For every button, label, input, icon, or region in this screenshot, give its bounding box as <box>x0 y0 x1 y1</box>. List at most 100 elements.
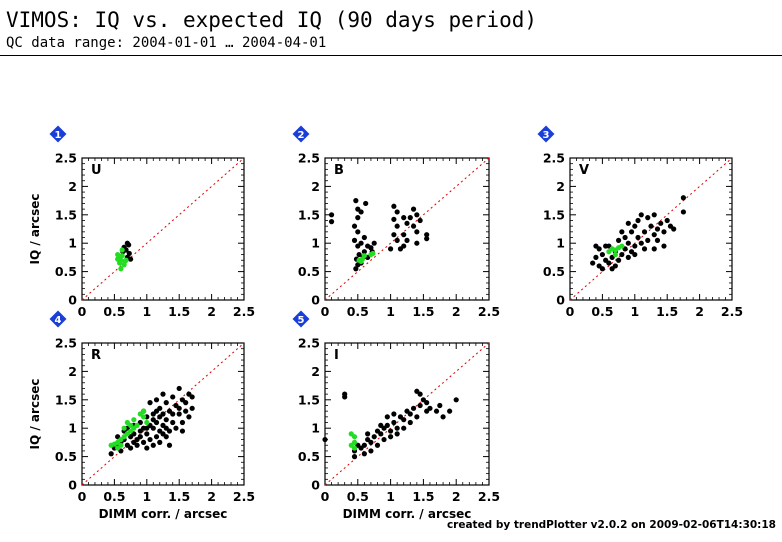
reference-line-y-equals-x <box>324 157 490 301</box>
x-tick-label: 2 <box>207 489 216 504</box>
data-point-green <box>361 253 367 259</box>
data-point-black <box>150 417 156 423</box>
page-subtitle: QC data range: 2004-01-01 … 2004-04-01 <box>6 35 327 51</box>
data-point-black <box>351 223 358 229</box>
data-point-black <box>593 254 599 260</box>
data-point-black <box>371 434 377 440</box>
data-point-black <box>599 266 606 272</box>
data-point-black <box>404 237 410 243</box>
data-point-black <box>137 434 143 440</box>
band-label: I <box>334 348 339 363</box>
band-label: R <box>91 348 101 363</box>
x-tick-label: 2.5 <box>721 304 743 319</box>
data-point-black <box>186 414 192 420</box>
data-point-black <box>410 405 417 411</box>
data-point-black <box>440 414 446 420</box>
data-point-black <box>126 242 132 248</box>
data-point-black <box>394 431 400 437</box>
data-point-black <box>108 451 114 457</box>
data-point-black <box>189 394 195 400</box>
data-point-black <box>619 251 625 258</box>
data-point-black <box>131 439 137 445</box>
data-point-green <box>351 445 358 451</box>
data-point-green <box>140 414 147 420</box>
data-point-black <box>453 397 459 403</box>
data-point-black <box>661 229 667 235</box>
data-point-black <box>414 212 420 218</box>
data-point-black <box>651 212 657 218</box>
data-point-green <box>116 260 123 266</box>
y-tick-label: 0.5 <box>55 264 77 279</box>
data-point-green <box>140 408 147 414</box>
data-point-black <box>424 408 430 414</box>
data-point-black <box>153 408 160 414</box>
panel-number-label: 2 <box>298 130 305 141</box>
data-point-black <box>140 439 147 445</box>
data-point-black <box>157 439 163 445</box>
data-point-black <box>361 442 367 448</box>
scatter-panel-R: 0 0.5 1 1.5 2 2.5 0 0.5 1 1.5 2 2.5 R 4 IQ / arcsec DIM… <box>28 310 255 521</box>
footer-credit: created by trendPlotter v2.0.2 on 2009-0… <box>446 519 776 531</box>
data-point-black <box>163 400 169 406</box>
x-tick-label: 2 <box>207 304 216 319</box>
data-point-green <box>118 266 124 272</box>
data-point-black <box>407 215 413 221</box>
data-point-green <box>134 422 140 428</box>
data-point-black <box>616 237 622 243</box>
data-point-black <box>361 451 367 457</box>
x-tick-label: 1 <box>630 304 639 319</box>
data-point-black <box>381 436 387 443</box>
data-point-green <box>619 243 625 249</box>
data-point-black <box>401 417 407 423</box>
data-point-black <box>150 442 156 448</box>
data-point-green <box>115 256 121 262</box>
data-point-green <box>115 445 121 451</box>
data-point-black <box>593 243 599 249</box>
data-point-black <box>437 402 443 409</box>
data-point-black <box>424 236 430 242</box>
data-point-black <box>378 422 384 428</box>
data-point-black <box>625 220 631 226</box>
data-point-black <box>407 419 413 426</box>
y-tick-label: 2 <box>68 179 77 194</box>
data-point-black <box>365 431 371 437</box>
data-point-black <box>160 391 166 397</box>
y-tick-label: 1 <box>556 236 565 251</box>
data-point-green <box>121 425 127 431</box>
data-point-black <box>622 234 628 241</box>
y-tick-label: 1.5 <box>298 207 320 222</box>
y-tick-label: 0 <box>556 293 565 308</box>
data-point-black <box>176 385 182 392</box>
data-point-black <box>368 245 374 251</box>
data-point-black <box>388 434 394 440</box>
data-point-black <box>183 408 189 414</box>
y-tick-label: 0 <box>311 478 320 493</box>
data-point-black <box>417 217 423 224</box>
data-point-black <box>391 419 397 426</box>
y-tick-label: 0.5 <box>298 449 320 464</box>
data-point-black <box>378 431 384 437</box>
y-tick-label: 0 <box>68 478 77 493</box>
plot-frame <box>324 342 490 486</box>
reference-line-y-equals-x <box>81 342 245 486</box>
reference-line-y-equals-x <box>81 157 245 301</box>
y-tick-label: 1.5 <box>543 207 565 222</box>
x-tick-label: 1.5 <box>412 304 434 319</box>
data-point-black <box>603 243 609 249</box>
x-tick-label: 2.5 <box>478 489 500 504</box>
x-tick-label: 0 <box>78 304 87 319</box>
panel-number-badge <box>537 125 555 143</box>
data-point-black <box>157 428 163 434</box>
data-point-black <box>401 425 407 431</box>
data-point-black <box>358 209 364 215</box>
x-tick-label: 2.5 <box>478 304 500 319</box>
data-point-black <box>394 223 400 229</box>
data-point-black <box>645 237 651 243</box>
y-tick-label: 0.5 <box>543 264 565 279</box>
y-tick-label: 1 <box>311 421 320 436</box>
y-tick-label: 1 <box>68 236 77 251</box>
data-point-black <box>635 234 641 241</box>
data-point-black <box>166 442 173 448</box>
data-point-black <box>619 229 625 235</box>
data-point-black <box>163 417 169 423</box>
